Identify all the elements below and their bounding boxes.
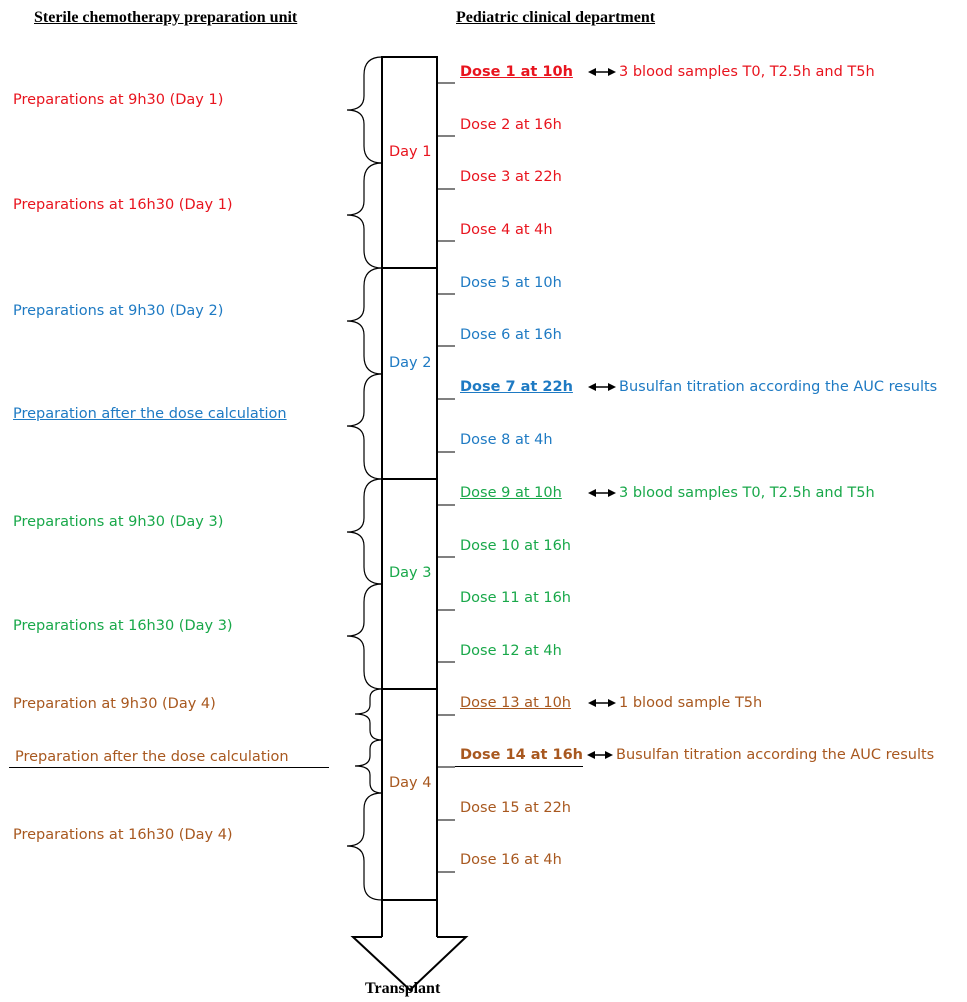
preparation-label: Preparations at 16h30 (Day 4) <box>13 827 233 843</box>
dose-label: Dose 13 at 10h <box>460 695 572 711</box>
dose-label: Dose 5 at 10h <box>460 275 562 291</box>
dose-note: Busulfan titration according the AUC res… <box>619 379 938 395</box>
dose-label: Dose 1 at 10h <box>460 64 573 80</box>
double-arrow-icon <box>588 68 616 76</box>
dose-label: Dose 8 at 4h <box>460 432 553 448</box>
dose-label: Dose 15 at 22h <box>460 800 572 816</box>
dose-note: 3 blood samples T0, T2.5h and T5h <box>619 64 875 80</box>
preparation-label: Preparations at 9h30 (Day 2) <box>13 303 224 319</box>
dose-label: Dose 10 at 16h <box>460 538 572 554</box>
brace <box>346 583 383 690</box>
day-2-box <box>381 267 438 480</box>
double-arrow-icon <box>587 751 613 759</box>
preparation-label: Preparations at 9h30 (Day 3) <box>13 514 224 530</box>
day-2-label: Day 2 <box>389 355 432 371</box>
dose-label: Dose 14 at 16h <box>460 747 584 763</box>
brace <box>354 688 383 741</box>
dose-label: Dose 3 at 22h <box>460 169 562 185</box>
preparation-label: Preparations at 16h30 (Day 3) <box>13 618 233 634</box>
note-arrows <box>587 68 616 759</box>
day-1-label: Day 1 <box>389 144 432 160</box>
dose-label: Dose 12 at 4h <box>460 643 562 659</box>
dose-note: 3 blood samples T0, T2.5h and T5h <box>619 485 875 501</box>
day-4-box <box>381 688 438 901</box>
preparation-label: Preparation after the dose calculation <box>13 406 287 422</box>
day-1-box <box>381 56 438 269</box>
preparation-braces <box>346 56 383 901</box>
brace <box>346 267 383 375</box>
dose-underline <box>455 766 583 767</box>
preparation-label: Preparation at 9h30 (Day 4) <box>13 696 216 712</box>
preparation-label: Preparations at 9h30 (Day 1) <box>13 92 224 108</box>
dose-label: Dose 2 at 16h <box>460 117 562 133</box>
day-3-box <box>381 478 438 690</box>
brace <box>346 792 383 901</box>
dose-note: 1 blood sample T5h <box>619 695 763 711</box>
transplant-arrow-head <box>350 936 469 992</box>
preparation-underline <box>9 767 329 768</box>
transplant-label: Transplant <box>365 980 441 997</box>
dose-label: Dose 4 at 4h <box>460 222 553 238</box>
preparation-label: Preparations at 16h30 (Day 1) <box>13 197 233 213</box>
day-4-label: Day 4 <box>389 775 432 791</box>
brace <box>354 739 383 794</box>
day-3-label: Day 3 <box>389 565 432 581</box>
left-column-header: Sterile chemotherapy preparation unit <box>34 9 298 26</box>
brace <box>346 373 383 480</box>
brace <box>346 478 383 585</box>
brace <box>346 162 383 269</box>
dose-label: Dose 7 at 22h <box>460 379 573 395</box>
double-arrow-icon <box>588 383 616 391</box>
dose-label: Dose 16 at 4h <box>460 852 562 868</box>
dose-label: Dose 11 at 16h <box>460 590 572 606</box>
double-arrow-icon <box>588 699 616 707</box>
dose-label: Dose 9 at 10h <box>460 485 562 501</box>
right-column-header: Pediatric clinical department <box>456 9 656 26</box>
dose-label: Dose 6 at 16h <box>460 327 562 343</box>
preparation-label: Preparation after the dose calculation <box>15 749 289 765</box>
double-arrow-icon <box>588 489 616 497</box>
dose-note: Busulfan titration according the AUC res… <box>616 747 935 763</box>
brace <box>346 56 383 164</box>
